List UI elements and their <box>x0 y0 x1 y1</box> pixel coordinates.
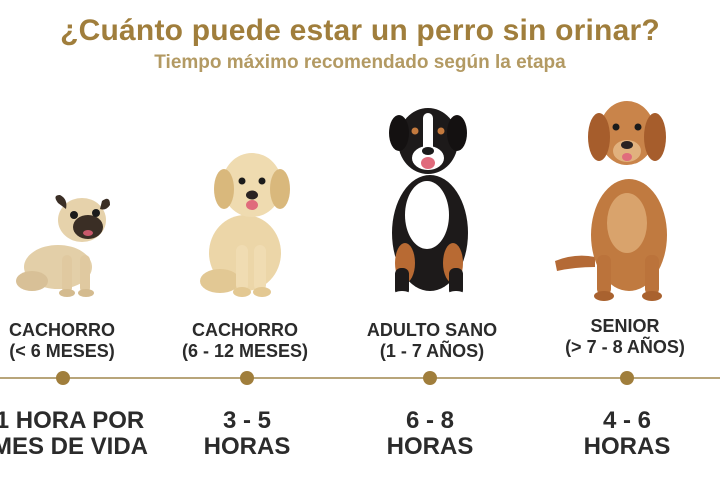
timeline-dot <box>240 371 254 385</box>
page-title: ¿Cuánto puede estar un perro sin orinar? <box>60 14 660 47</box>
stage-label-adult: ADULTO SANO (1 - 7 AÑOS) <box>342 320 522 362</box>
stage-name: SENIOR <box>590 316 660 336</box>
stage-name: ADULTO SANO <box>366 320 498 340</box>
duration-value: 6 - 8 <box>405 407 455 434</box>
timeline-dot <box>56 371 70 385</box>
duration-unit: HORAS <box>386 433 474 460</box>
stage-age: (< 6 MESES) <box>9 341 115 361</box>
stage-name: CACHORRO <box>192 320 298 340</box>
bernese-adult-icon <box>389 108 468 301</box>
duration-adult: 6 - 8 HORAS <box>330 408 530 460</box>
stage-name: CACHORRO <box>9 320 115 340</box>
stage-label-senior: SENIOR (> 7 - 8 AÑOS) <box>535 316 715 358</box>
senior-retriever-icon <box>555 101 667 301</box>
duration-unit: HORAS <box>203 433 291 460</box>
timeline-dot <box>620 371 634 385</box>
stage-age: (> 7 - 8 AÑOS) <box>565 337 685 357</box>
page-subtitle: Tiempo máximo recomendado según la etapa <box>154 52 566 73</box>
golden-puppy-icon <box>200 153 290 297</box>
timeline-dot <box>423 371 437 385</box>
duration-senior: 4 - 6 HORAS <box>527 408 720 460</box>
duration-value: 1 HORA POR <box>0 407 145 434</box>
timeline-line <box>0 377 720 379</box>
stage-age: (1 - 7 AÑOS) <box>379 341 485 361</box>
stage-label-puppy-large: CACHORRO (6 - 12 MESES) <box>155 320 335 362</box>
stage-age: (6 - 12 MESES) <box>181 341 309 361</box>
duration-value: 3 - 5 <box>222 407 272 434</box>
duration-unit: HORAS <box>583 433 671 460</box>
pug-puppy-icon <box>16 195 110 297</box>
stage-label-puppy-small: CACHORRO (< 6 MESES) <box>0 320 152 362</box>
duration-value: 4 - 6 <box>602 407 652 434</box>
duration-puppy-large: 3 - 5 HORAS <box>147 408 347 460</box>
duration-unit: MES DE VIDA <box>0 433 149 460</box>
duration-puppy-small: 1 HORA POR MES DE VIDA <box>0 408 170 460</box>
